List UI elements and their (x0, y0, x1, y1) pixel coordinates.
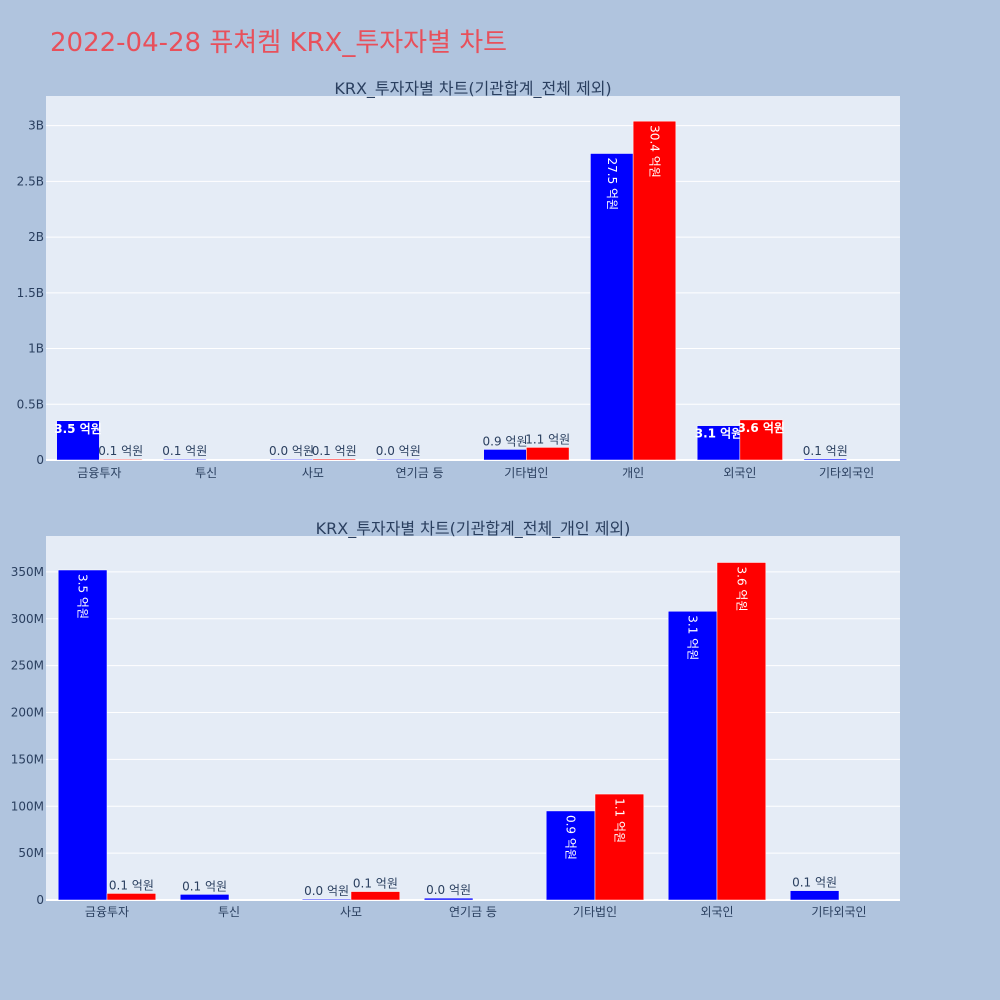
bar (739, 419, 783, 461)
bar-value-label: 0.1 억원 (792, 876, 837, 890)
bar (696, 425, 741, 461)
x-tick-label: 투신 (218, 905, 240, 919)
x-tick-label: 사모 (302, 466, 324, 480)
y-tick-label: 100M (11, 799, 44, 813)
bar-value-label: 0.1 억원 (162, 444, 207, 458)
bar-chart-top: 0 0.5B 1B 1.5B 2B 2.5B 3B KRX_투자자별 차트(기관합계_전체 제… (17, 79, 900, 480)
bar (269, 458, 314, 461)
x-tick-label: 투신 (195, 466, 217, 480)
y-tick-label: 3B (28, 119, 44, 133)
x-tick-label: 기타외국인 (811, 905, 866, 919)
bar-chart-bottom: 0 50M 100M 150M 200M 250M 300M 350M KRX_투자자별 차트(… (11, 519, 900, 919)
bar (301, 898, 352, 901)
bar (56, 420, 100, 461)
y-tick-label: 300M (11, 612, 44, 626)
chart-title: KRX_투자자별 차트(기관합계_전체 제외) (334, 79, 611, 99)
x-tick-label: 외국인 (700, 905, 733, 919)
plot-area (46, 96, 900, 460)
x-tick-label: 금융투자 (85, 905, 129, 919)
bar (803, 458, 847, 461)
x-tick-label: 연기금 등 (449, 905, 497, 919)
y-tick-label: 1B (28, 342, 44, 356)
bar (106, 893, 157, 901)
y-tick-label: 50M (18, 846, 44, 860)
bar (545, 810, 596, 901)
y-tick-label: 0 (36, 893, 44, 907)
y-tick-label: 350M (11, 565, 44, 579)
x-tick-label: 외국인 (723, 466, 756, 480)
bar (716, 562, 767, 901)
y-tick-label: 2B (28, 230, 44, 244)
y-tick-label: 1.5B (17, 286, 44, 300)
bar-value-label: 0.0 억원 (304, 884, 349, 898)
bar-value-label: 3.5 억원 (54, 422, 102, 436)
bar-value-label: 0.9 억원 (564, 815, 578, 860)
x-tick-label: 개인 (622, 466, 644, 480)
bar-value-label: 3.1 억원 (695, 427, 743, 441)
x-tick-label: 기타법인 (573, 905, 617, 919)
chart-title: KRX_투자자별 차트(기관합계_전체_개인 제외) (316, 519, 631, 539)
y-tick-label: 200M (11, 706, 44, 720)
plot-area (46, 536, 900, 900)
bar-value-label: 3.5 억원 (76, 574, 90, 619)
bar-value-label: 3.1 억원 (686, 615, 700, 660)
x-tick-label: 연기금 등 (396, 466, 444, 480)
bar-value-label: 0.1 억원 (803, 444, 848, 458)
y-tick-label: 150M (11, 752, 44, 766)
bar-value-label: 0.9 억원 (483, 434, 528, 448)
bar-value-label: 27.5 억원 (605, 157, 619, 210)
x-tick-label: 기타법인 (504, 466, 548, 480)
y-tick-label: 250M (11, 659, 44, 673)
bar (594, 793, 645, 901)
bar-value-label: 0.1 억원 (182, 879, 227, 893)
bar-value-label: 0.0 억원 (376, 444, 421, 458)
bar-value-label: 3.6 억원 (734, 567, 748, 612)
bar (99, 458, 143, 461)
bar (57, 569, 108, 901)
y-tick-label: 0 (36, 453, 44, 467)
bar (376, 458, 420, 461)
bar (179, 894, 230, 901)
bar-value-label: 30.4 억원 (647, 125, 661, 178)
bar-value-label: 0.1 억원 (98, 444, 143, 458)
x-tick-label: 사모 (340, 905, 362, 919)
bar (667, 611, 718, 901)
bar (526, 447, 570, 461)
bar-value-label: 0.1 억원 (109, 878, 154, 892)
bar (350, 891, 401, 901)
bar (590, 153, 634, 461)
y-tick-label: 0.5B (17, 397, 44, 411)
bar-value-label: 0.1 억원 (312, 444, 357, 458)
page-title: 2022-04-28 퓨쳐켐 KRX_투자자별 차트 (50, 28, 508, 58)
bar (789, 890, 840, 901)
bar-value-label: 0.0 억원 (426, 883, 471, 897)
bar (632, 120, 677, 461)
bar (312, 458, 356, 461)
bar-value-label: 0.1 억원 (353, 877, 398, 891)
bar (423, 897, 474, 901)
x-tick-label: 금융투자 (77, 466, 121, 480)
bar (163, 458, 207, 461)
x-tick-label: 기타외국인 (819, 466, 874, 480)
y-tick-label: 2.5B (17, 174, 44, 188)
bar-value-label: 0.0 억원 (269, 444, 314, 458)
bar-value-label: 1.1 억원 (525, 432, 570, 446)
bar (483, 449, 527, 461)
bar-value-label: 3.6 억원 (737, 421, 785, 435)
bar-value-label: 1.1 억원 (612, 798, 626, 843)
